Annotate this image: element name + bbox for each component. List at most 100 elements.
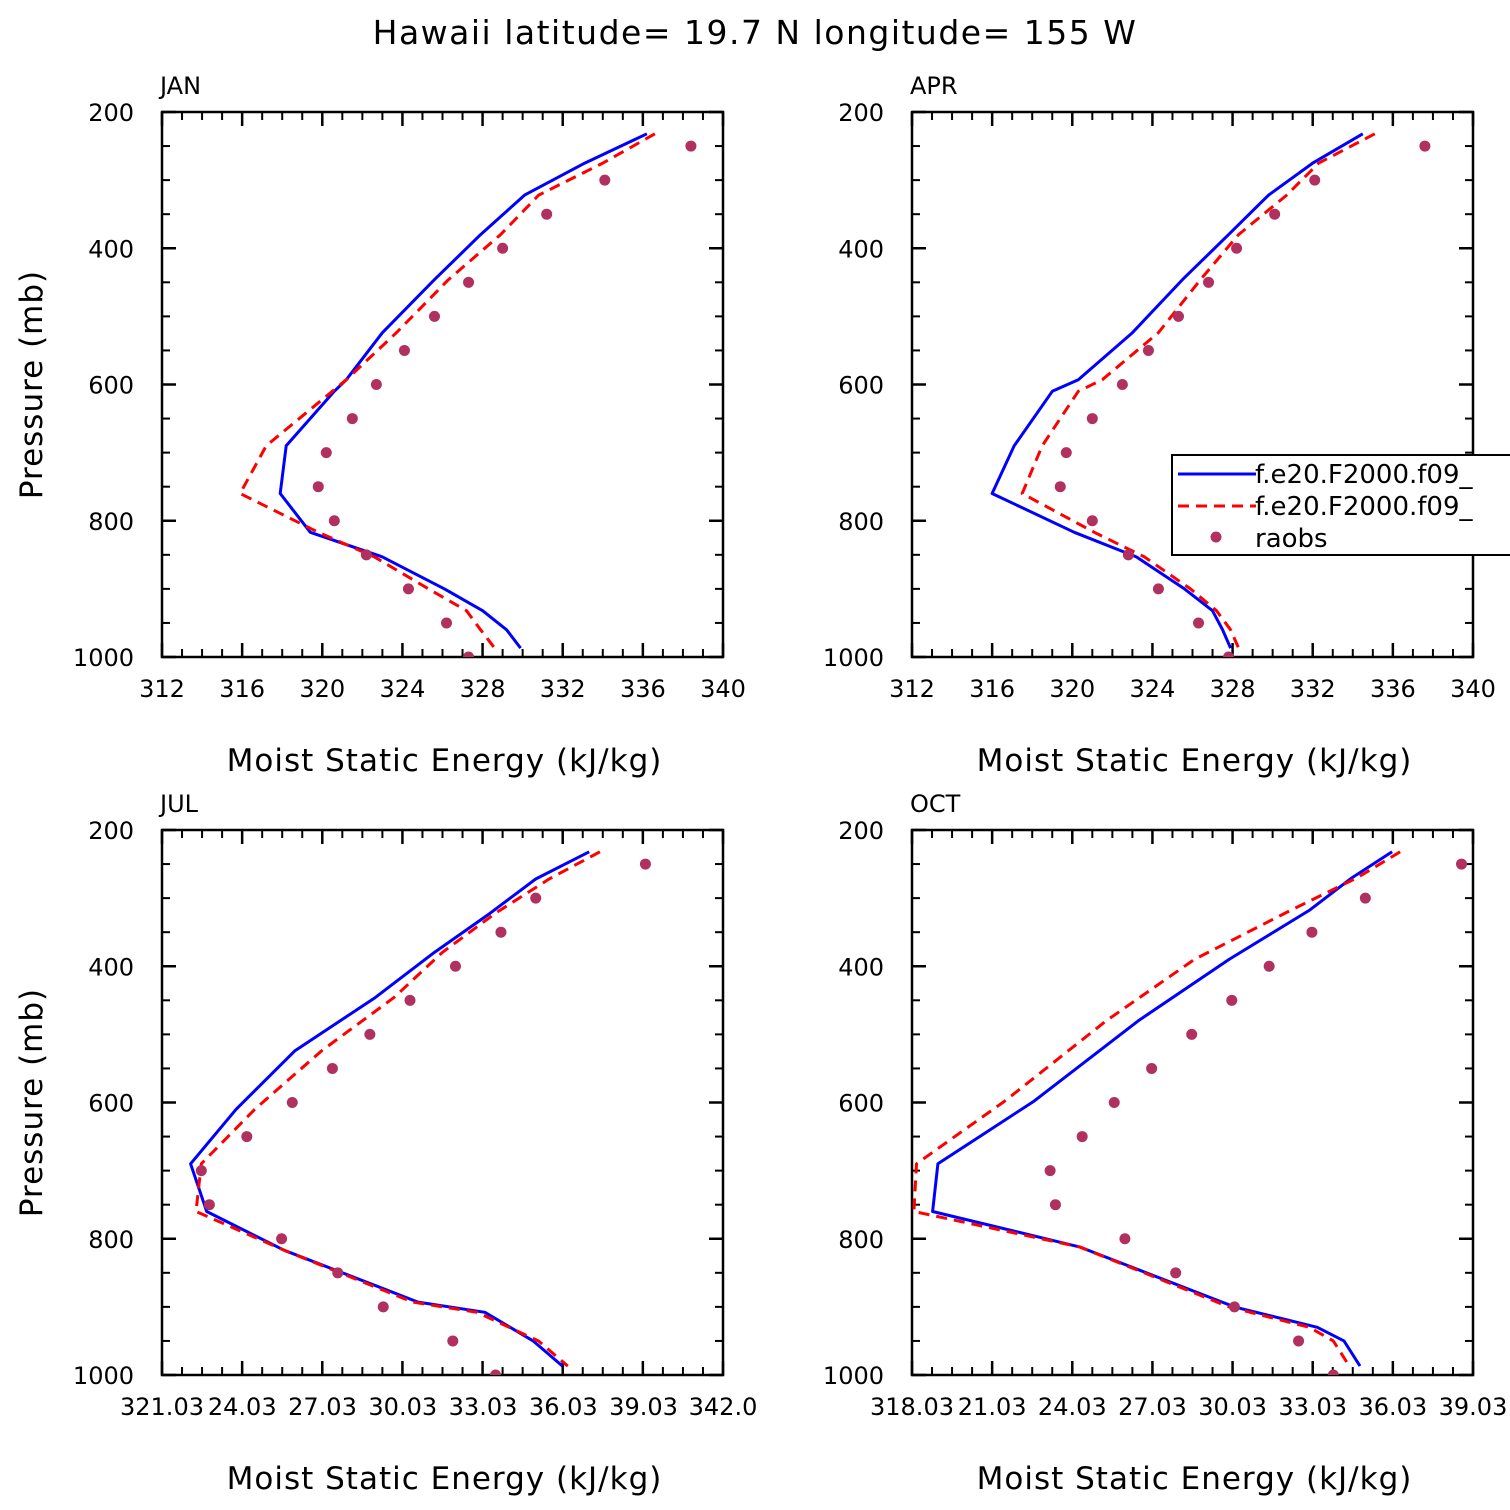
series-line-dashed bbox=[238, 132, 656, 650]
raobs-point bbox=[1456, 858, 1468, 870]
panel-label: JUL bbox=[158, 790, 199, 818]
raobs-point bbox=[428, 310, 440, 322]
raobs-point bbox=[1223, 651, 1235, 657]
panel-label: JAN bbox=[158, 72, 201, 100]
raobs-point bbox=[1119, 1233, 1131, 1245]
x-tick-label: 321.03 bbox=[120, 1393, 204, 1421]
y-tick-label: 1000 bbox=[823, 644, 884, 672]
raobs-point bbox=[1086, 413, 1098, 425]
raobs-point bbox=[404, 994, 416, 1006]
y-tick-label: 400 bbox=[838, 235, 884, 263]
raobs-point bbox=[1060, 447, 1072, 459]
x-tick-label: 332 bbox=[1290, 675, 1336, 703]
x-tick-label: 342.0 bbox=[689, 1393, 758, 1421]
raobs-point bbox=[328, 515, 340, 527]
raobs-point bbox=[1309, 174, 1321, 186]
legend-marker bbox=[1210, 531, 1222, 543]
x-tick-label: 324 bbox=[1130, 675, 1176, 703]
raobs-point bbox=[1359, 892, 1371, 904]
raobs-point bbox=[276, 1233, 288, 1245]
raobs-point bbox=[1076, 1131, 1088, 1143]
raobs-point bbox=[497, 242, 509, 254]
x-tick-label: 336 bbox=[1370, 675, 1416, 703]
plot-frame bbox=[910, 110, 1475, 659]
series-group bbox=[912, 850, 1468, 1375]
raobs-point bbox=[685, 140, 697, 152]
y-tick-label: 200 bbox=[88, 817, 134, 845]
raobs-point bbox=[312, 481, 324, 493]
raobs-point bbox=[360, 549, 372, 561]
y-tick-label: 800 bbox=[838, 508, 884, 536]
raobs-point bbox=[1170, 1267, 1182, 1279]
raobs-point bbox=[1122, 549, 1134, 561]
y-tick-label: 600 bbox=[88, 372, 134, 400]
series-group bbox=[238, 132, 697, 657]
raobs-point bbox=[1108, 1097, 1120, 1108]
raobs-point bbox=[346, 413, 358, 425]
raobs-point bbox=[1116, 379, 1128, 390]
legend-box bbox=[1171, 454, 1510, 556]
legend: f.e20.F2000.f09_f.e20.F2000.f09_raobs bbox=[1171, 454, 1510, 556]
y-tick-label: 600 bbox=[88, 1090, 134, 1118]
raobs-point bbox=[530, 892, 542, 904]
raobs-point bbox=[203, 1199, 215, 1211]
raobs-point bbox=[320, 447, 332, 459]
raobs-point bbox=[1263, 960, 1275, 972]
x-tick-label: 33.03 bbox=[449, 1393, 518, 1421]
series-group bbox=[990, 132, 1431, 657]
raobs-point bbox=[286, 1097, 298, 1108]
x-axis-title: Moist Static Energy (kJ/kg) bbox=[227, 743, 663, 779]
raobs-point bbox=[364, 1028, 376, 1040]
x-tick-label: 328 bbox=[1210, 675, 1256, 703]
raobs-point bbox=[332, 1267, 344, 1279]
x-tick-label: 324 bbox=[380, 675, 426, 703]
x-tick-label: 328 bbox=[460, 675, 506, 703]
x-axis-title: Moist Static Energy (kJ/kg) bbox=[977, 743, 1413, 779]
x-tick-label: 316 bbox=[969, 675, 1015, 703]
raobs-point bbox=[1044, 1165, 1056, 1177]
panel-jul: 321.03 24.03 27.03 30.03 33.03 36.03 39.03 342.… bbox=[14, 790, 757, 1497]
y-tick-label: 200 bbox=[838, 817, 884, 845]
y-tick-label: 600 bbox=[838, 1090, 884, 1118]
raobs-point bbox=[463, 276, 475, 288]
series-line-solid bbox=[278, 132, 648, 650]
raobs-point bbox=[326, 1062, 338, 1074]
raobs-point bbox=[1049, 1199, 1061, 1211]
raobs-point bbox=[541, 208, 553, 220]
y-tick-label: 400 bbox=[838, 953, 884, 981]
y-tick-label: 1000 bbox=[73, 1362, 134, 1390]
x-tick-label: 33.03 bbox=[1278, 1393, 1347, 1421]
raobs-point bbox=[1193, 617, 1205, 629]
raobs-point bbox=[599, 174, 611, 186]
raobs-point bbox=[1172, 310, 1184, 322]
raobs-point bbox=[1231, 242, 1243, 254]
raobs-point bbox=[490, 1369, 502, 1375]
panel-label: OCT bbox=[910, 790, 961, 818]
x-tick-label: 30.03 bbox=[368, 1393, 437, 1421]
panel-label: APR bbox=[910, 72, 958, 100]
series-group bbox=[189, 850, 651, 1375]
raobs-point bbox=[1054, 481, 1066, 493]
x-tick-label: 340 bbox=[700, 675, 746, 703]
raobs-point bbox=[495, 926, 507, 938]
x-tick-label: 318.03 bbox=[870, 1393, 954, 1421]
y-tick-label: 800 bbox=[88, 1226, 134, 1254]
raobs-point bbox=[1226, 994, 1238, 1006]
y-tick-label: 600 bbox=[838, 372, 884, 400]
series-line-solid bbox=[931, 850, 1393, 1367]
panel-apr: 312 316 320 324 328 332 336 340 200 400 600 800 1000… bbox=[823, 72, 1496, 779]
raobs-point bbox=[1086, 515, 1098, 527]
series-line-solid bbox=[189, 850, 590, 1368]
x-tick-label: 39.03 bbox=[609, 1393, 678, 1421]
raobs-point bbox=[1203, 276, 1215, 288]
y-tick-label: 200 bbox=[88, 99, 134, 127]
x-tick-label: 36.03 bbox=[529, 1393, 598, 1421]
x-tick-label: 21.03 bbox=[958, 1393, 1027, 1421]
y-tick-label: 800 bbox=[838, 1226, 884, 1254]
raobs-point bbox=[1186, 1028, 1198, 1040]
plot-frame bbox=[910, 828, 1475, 1377]
raobs-point bbox=[241, 1131, 253, 1143]
series-line-dashed bbox=[1020, 132, 1376, 649]
panel-oct: 318.03 21.03 24.03 27.03 30.03 33.03 36.03 39.0… bbox=[823, 790, 1507, 1497]
x-tick-label: 30.03 bbox=[1198, 1393, 1267, 1421]
